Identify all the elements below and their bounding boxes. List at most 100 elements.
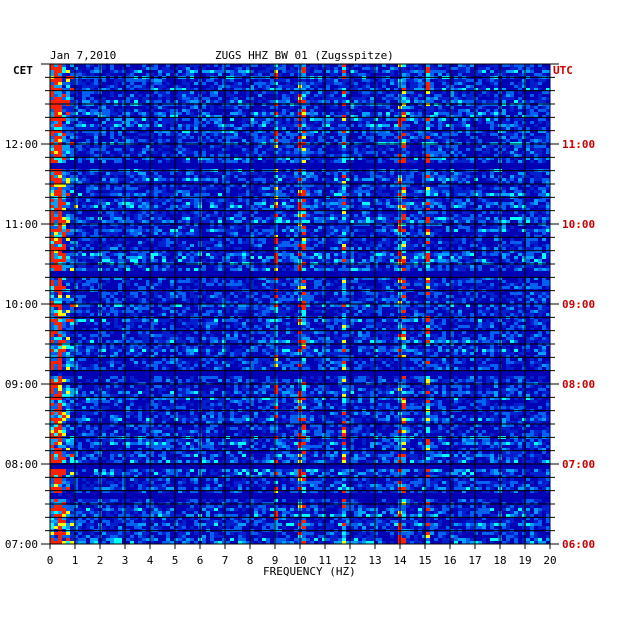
spectrogram-cell bbox=[218, 250, 222, 253]
spectrogram-cell bbox=[478, 226, 482, 229]
spectrogram-cell bbox=[334, 181, 338, 184]
spectrogram-cell bbox=[506, 229, 510, 232]
spectrogram-cell bbox=[538, 121, 542, 124]
spectrogram-cell bbox=[402, 226, 406, 229]
spectrogram-cell bbox=[178, 208, 182, 211]
spectrogram-cell bbox=[542, 199, 546, 202]
spectrogram-cell bbox=[426, 91, 430, 94]
spectrogram-cell bbox=[94, 130, 98, 133]
spectrogram-cell bbox=[494, 112, 498, 115]
spectrogram-cell bbox=[546, 214, 550, 217]
spectrogram-cell bbox=[82, 178, 86, 181]
spectrogram-cell bbox=[230, 238, 234, 241]
spectrogram-cell bbox=[542, 211, 546, 214]
spectrogram-cell bbox=[346, 130, 350, 133]
spectrogram-cell bbox=[362, 184, 366, 187]
spectrogram-cell bbox=[358, 118, 362, 121]
spectrogram-cell bbox=[402, 106, 406, 109]
spectrogram-cell bbox=[406, 244, 410, 247]
spectrogram-cell bbox=[262, 151, 266, 154]
spectrogram-cell bbox=[294, 193, 298, 196]
spectrogram-cell bbox=[242, 70, 246, 73]
spectrogram-cell bbox=[454, 190, 458, 193]
spectrogram-cell bbox=[458, 70, 462, 73]
spectrogram-cell bbox=[502, 124, 506, 127]
spectrogram-cell bbox=[222, 82, 226, 85]
spectrogram-cell bbox=[462, 178, 466, 181]
spectrogram-cell bbox=[526, 217, 530, 220]
spectrogram-cell bbox=[510, 70, 514, 73]
spectrogram-cell bbox=[282, 67, 286, 70]
spectrogram-cell bbox=[358, 136, 362, 139]
spectrogram-cell bbox=[426, 79, 430, 82]
spectrogram-cell bbox=[286, 154, 290, 157]
spectrogram-cell bbox=[314, 67, 318, 70]
spectrogram-cell bbox=[130, 70, 134, 73]
spectrogram-cell bbox=[106, 175, 110, 178]
spectrogram-cell bbox=[182, 124, 186, 127]
spectrogram-cell bbox=[430, 202, 434, 205]
spectrogram-cell bbox=[86, 85, 90, 88]
spectrogram-cell bbox=[278, 220, 282, 223]
spectrogram-cell bbox=[442, 247, 446, 250]
spectrogram-cell bbox=[454, 157, 458, 160]
spectrogram-cell bbox=[282, 79, 286, 82]
spectrogram-cell bbox=[258, 178, 262, 181]
spectrogram-cell bbox=[494, 133, 498, 136]
spectrogram-cell bbox=[338, 70, 342, 73]
spectrogram-cell bbox=[370, 184, 374, 187]
spectrogram-cell bbox=[102, 67, 106, 70]
spectrogram-cell bbox=[214, 136, 218, 139]
spectrogram-cell bbox=[490, 202, 494, 205]
spectrogram-cell bbox=[114, 121, 118, 124]
spectrogram-cell bbox=[330, 193, 334, 196]
spectrogram-cell bbox=[546, 112, 550, 115]
spectrogram-cell bbox=[54, 235, 58, 238]
spectrogram-cell bbox=[518, 82, 522, 85]
spectrogram-cell bbox=[178, 145, 182, 148]
spectrogram-cell bbox=[330, 148, 334, 151]
spectrogram-cell bbox=[50, 190, 54, 193]
spectrogram-cell bbox=[54, 115, 58, 118]
spectrogram-cell bbox=[410, 136, 414, 139]
spectrogram-cell bbox=[418, 241, 422, 244]
spectrogram-cell bbox=[466, 67, 470, 70]
spectrogram-cell bbox=[254, 220, 258, 223]
spectrogram-cell bbox=[54, 121, 58, 124]
spectrogram-cell bbox=[342, 205, 346, 208]
spectrogram-cell bbox=[346, 175, 350, 178]
spectrogram-cell bbox=[502, 88, 506, 91]
spectrogram-cell bbox=[470, 136, 474, 139]
spectrogram-cell bbox=[110, 193, 114, 196]
spectrogram-cell bbox=[342, 145, 346, 148]
spectrogram-cell bbox=[454, 217, 458, 220]
spectrogram-cell bbox=[90, 226, 94, 229]
spectrogram-cell bbox=[346, 199, 350, 202]
spectrogram-cell bbox=[450, 229, 454, 232]
spectrogram-cell bbox=[70, 181, 74, 184]
spectrogram-cell bbox=[402, 88, 406, 91]
spectrogram-cell bbox=[342, 214, 346, 217]
spectrogram-cell bbox=[294, 133, 298, 136]
spectrogram-cell bbox=[114, 184, 118, 187]
spectrogram-cell bbox=[530, 145, 534, 148]
spectrogram-cell bbox=[430, 178, 434, 181]
spectrogram-cell bbox=[486, 229, 490, 232]
spectrogram-cell bbox=[322, 127, 326, 130]
spectrogram-cell bbox=[138, 79, 142, 82]
spectrogram-cell bbox=[510, 91, 514, 94]
spectrogram-cell bbox=[270, 217, 274, 220]
spectrogram-cell bbox=[118, 100, 122, 103]
spectrogram-cell bbox=[414, 190, 418, 193]
spectrogram-cell bbox=[226, 145, 230, 148]
spectrogram-cell bbox=[146, 205, 150, 208]
spectrogram-cell bbox=[486, 109, 490, 112]
spectrogram-cell bbox=[458, 238, 462, 241]
spectrogram-cell bbox=[166, 139, 170, 142]
spectrogram-cell bbox=[502, 193, 506, 196]
spectrogram-cell bbox=[526, 229, 530, 232]
spectrogram-cell bbox=[238, 145, 242, 148]
spectrogram-cell bbox=[94, 109, 98, 112]
spectrogram-cell bbox=[70, 91, 74, 94]
spectrogram-cell bbox=[514, 145, 518, 148]
